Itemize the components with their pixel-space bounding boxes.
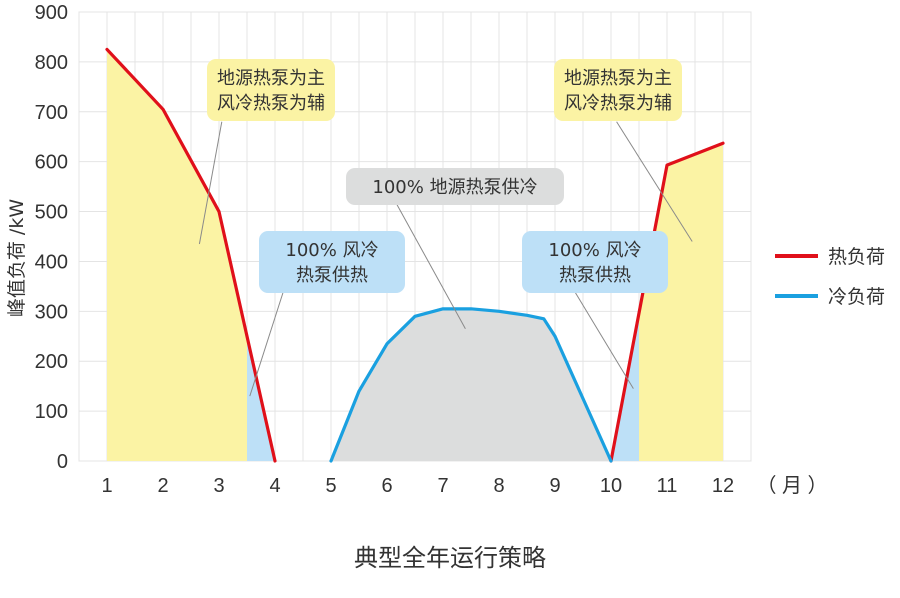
y-tick-label: 0 [57,451,68,473]
filled-regions [107,49,723,462]
y-tick-label: 300 [35,301,68,323]
region-yellow [107,49,247,462]
annotation-text: 100% 风冷 [548,240,641,261]
legend-label: 冷负荷 [828,286,885,308]
y-tick-label: 600 [35,152,68,174]
annotation-text: 风冷热泵为辅 [564,93,672,114]
x-tick-label: 4 [269,475,280,497]
y-axis-label: 峰值负荷 /kW [6,199,28,317]
annotation-box [346,168,564,205]
x-tick-label: 7 [437,475,448,497]
x-tick-label: 2 [157,475,168,497]
y-tick-label: 100 [35,401,68,423]
x-tick-label: 5 [325,475,336,497]
annotation-center-gray: 100% 地源热泵供冷 [346,168,564,330]
chart-title: 典型全年运行策略 [354,544,546,572]
x-tick-label: 12 [712,475,734,497]
leader-line [249,291,284,397]
x-tick-label: 11 [657,475,678,497]
x-tick-label: 10 [600,475,622,497]
leader-line [389,191,466,330]
series-line-heat [105,47,277,463]
legend-label: 热负荷 [828,246,885,268]
annotation-text: 热泵供热 [559,265,631,286]
y-tick-label: 800 [35,52,68,74]
annotation-box [207,59,335,121]
region-yellow [639,143,723,462]
annotation-text: 热泵供热 [296,265,368,286]
x-tick-label: 9 [549,475,560,497]
annotation-text: 风冷热泵为辅 [217,93,325,114]
y-tick-label: 400 [35,251,68,273]
series-line-cool [329,307,613,463]
annotation-box [259,231,405,293]
annotation-text: 100% 风冷 [285,240,378,261]
x-tick-label: 8 [493,475,504,497]
series-line-heat [609,141,725,463]
leader-line [574,291,634,389]
annotation-text: 地源热泵为主 [217,68,325,89]
annotation-box [522,231,668,293]
region-gray [331,308,611,461]
x-tick-label: 3 [213,475,224,497]
annotation-box [554,59,682,121]
y-tick-label: 200 [35,351,68,373]
y-tick-label: 900 [35,2,68,24]
x-axis-unit: （ 月 ） [756,474,827,497]
y-tick-label: 700 [35,102,68,124]
legend-item-heat: 热负荷 [775,246,885,268]
x-tick-label: 6 [381,475,392,497]
y-tick-label: 500 [35,202,68,224]
series-lines [105,47,725,463]
legend-item-cool: 冷负荷 [775,286,885,308]
annotation-text: 100% 地源热泵供冷 [372,177,537,198]
leader-line [616,121,693,242]
leader-line [198,121,223,245]
x-tick-label: 1 [101,475,112,497]
annotation-text: 地源热泵为主 [564,68,672,89]
